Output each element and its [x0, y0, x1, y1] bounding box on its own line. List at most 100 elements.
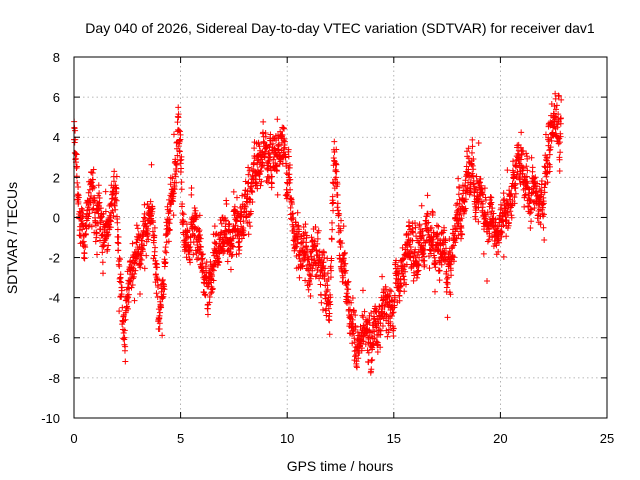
data-point [228, 252, 235, 259]
data-point [209, 273, 216, 280]
data-point [388, 313, 395, 320]
data-point [457, 217, 464, 224]
data-point [204, 277, 211, 284]
data-point [520, 147, 527, 154]
data-point [318, 264, 325, 271]
data-point [281, 125, 288, 132]
data-point [526, 210, 533, 217]
data-point [407, 254, 414, 261]
data-point [553, 106, 560, 113]
data-point [524, 167, 531, 174]
data-point [275, 141, 282, 148]
data-point [105, 231, 112, 238]
data-point [534, 212, 541, 219]
data-point [175, 111, 182, 118]
data-point [373, 338, 380, 345]
data-point [390, 325, 397, 332]
data-point [449, 244, 456, 251]
data-point [523, 163, 530, 170]
data-point [527, 198, 534, 205]
data-point [252, 179, 259, 186]
data-point [178, 165, 185, 172]
data-point [400, 273, 407, 280]
data-point [190, 251, 197, 258]
data-point [85, 189, 92, 196]
data-point [293, 243, 300, 250]
data-point [170, 190, 177, 197]
data-point [552, 95, 559, 102]
data-point [340, 274, 347, 281]
data-point [415, 262, 422, 269]
data-point [257, 182, 264, 189]
data-point [175, 104, 182, 111]
data-point [287, 204, 294, 211]
data-point [517, 144, 524, 151]
data-point [166, 226, 173, 233]
data-point [541, 237, 548, 244]
data-point [470, 166, 477, 173]
data-point [130, 275, 137, 282]
y-tick-label: 8 [53, 50, 60, 65]
data-point [227, 266, 234, 273]
data-point [74, 179, 81, 186]
data-point [455, 232, 462, 239]
data-point [522, 191, 529, 198]
data-point [204, 311, 211, 318]
data-point [79, 226, 86, 233]
data-point [78, 205, 85, 212]
data-point [512, 184, 519, 191]
data-point [273, 162, 280, 169]
data-point [166, 208, 173, 215]
data-point [327, 274, 334, 281]
data-point [500, 190, 507, 197]
data-point [94, 251, 101, 258]
data-point [147, 198, 154, 205]
data-point [546, 147, 553, 154]
data-point [374, 348, 381, 355]
data-point [190, 232, 197, 239]
data-point [523, 173, 530, 180]
data-point [496, 239, 503, 246]
data-point [493, 242, 500, 249]
data-point [138, 256, 145, 263]
data-point [118, 284, 125, 291]
data-point [230, 188, 237, 195]
data-point [286, 179, 293, 186]
data-point [463, 163, 470, 170]
data-point [539, 204, 546, 211]
data-point [112, 196, 119, 203]
data-point [338, 240, 345, 247]
axis-ticks [73, 56, 608, 419]
data-point [207, 290, 214, 297]
data-point [307, 272, 314, 279]
data-point [152, 271, 159, 278]
data-point [349, 294, 356, 301]
data-point [79, 213, 86, 220]
data-point [141, 214, 148, 221]
data-point [122, 343, 129, 350]
data-point [321, 254, 328, 261]
data-point [137, 264, 144, 271]
data-point [183, 254, 190, 261]
data-point [72, 127, 79, 134]
data-point [547, 163, 554, 170]
x-tick-label: 0 [70, 431, 77, 446]
data-point [546, 151, 553, 158]
data-point [184, 227, 191, 234]
data-point [141, 265, 148, 272]
data-point [377, 344, 384, 351]
data-point [175, 127, 182, 134]
data-point [402, 268, 409, 275]
data-point [246, 211, 253, 218]
data-point [244, 191, 251, 198]
data-point [555, 111, 562, 118]
data-point [281, 144, 288, 151]
data-point [325, 316, 332, 323]
data-point [329, 219, 336, 226]
data-point [262, 133, 269, 140]
data-point [331, 157, 338, 164]
data-point [118, 279, 125, 286]
data-point [199, 260, 206, 267]
data-point [557, 115, 564, 122]
